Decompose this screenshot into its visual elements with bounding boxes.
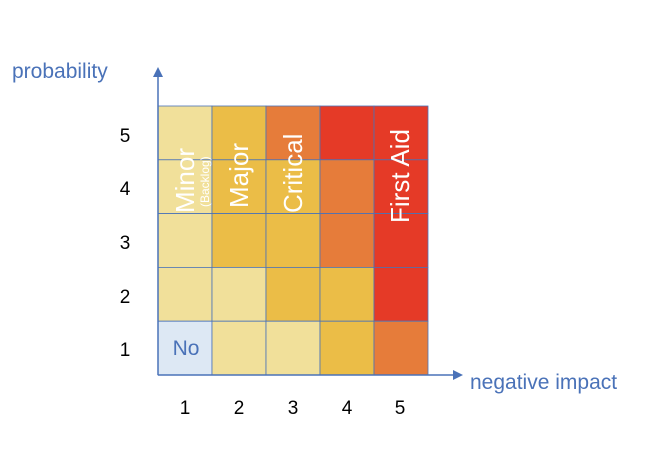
matrix-cell-p1-i3 — [265, 320, 321, 376]
matrix-cell-p3-i1 — [157, 213, 213, 268]
y-axis-title: probability — [12, 60, 108, 83]
matrix-cell-p2-i4 — [319, 266, 375, 322]
x-axis-title: negative impact — [470, 371, 617, 394]
y-tick-1: 1 — [120, 340, 131, 361]
matrix-cell-p2-i5 — [373, 266, 429, 322]
zone-label-no: No — [173, 337, 200, 360]
matrix-cell-p3-i4 — [319, 213, 375, 268]
matrix-cell-p5-i2 — [211, 105, 267, 161]
matrix-cell-p1-i4 — [319, 320, 375, 376]
matrix-cell-p2-i3 — [265, 266, 321, 322]
x-tick-4: 4 — [342, 398, 353, 419]
x-tick-1: 1 — [180, 398, 191, 419]
matrix-cell-p3-i5 — [373, 213, 429, 268]
y-tick-5: 5 — [120, 126, 131, 147]
zone-label-minor: Minor — [170, 148, 200, 213]
x-tick-5: 5 — [395, 398, 406, 419]
matrix-cell-p4-i3 — [265, 159, 321, 215]
matrix-cells — [157, 105, 429, 376]
x-tick-2: 2 — [234, 398, 245, 419]
y-tick-2: 2 — [120, 287, 131, 308]
matrix-cell-p4-i5 — [373, 159, 429, 215]
matrix-cell-p5-i3 — [265, 105, 321, 161]
y-tick-3: 3 — [120, 233, 131, 254]
matrix-cell-p3-i2 — [211, 213, 267, 268]
matrix-cell-p1-i1 — [157, 320, 213, 376]
zone-label-major: Major — [224, 143, 254, 208]
zone-label-first-aid: First Aid — [385, 129, 415, 223]
matrix-cell-p4-i1 — [157, 159, 213, 215]
matrix-cell-p1-i5 — [373, 320, 429, 376]
matrix-cell-p3-i3 — [265, 213, 321, 268]
zone-label-backlog: (Backlog) — [198, 156, 212, 207]
y-tick-4: 4 — [120, 179, 131, 200]
matrix-cell-p2-i2 — [211, 266, 267, 322]
matrix-cell-p4-i4 — [319, 159, 375, 215]
x-tick-3: 3 — [288, 398, 299, 419]
matrix-cell-p2-i1 — [157, 266, 213, 322]
matrix-cell-p5-i4 — [319, 105, 375, 161]
matrix-cell-p1-i2 — [211, 320, 267, 376]
matrix-cell-p5-i1 — [157, 105, 213, 161]
zone-label-critical: Critical — [278, 134, 308, 213]
